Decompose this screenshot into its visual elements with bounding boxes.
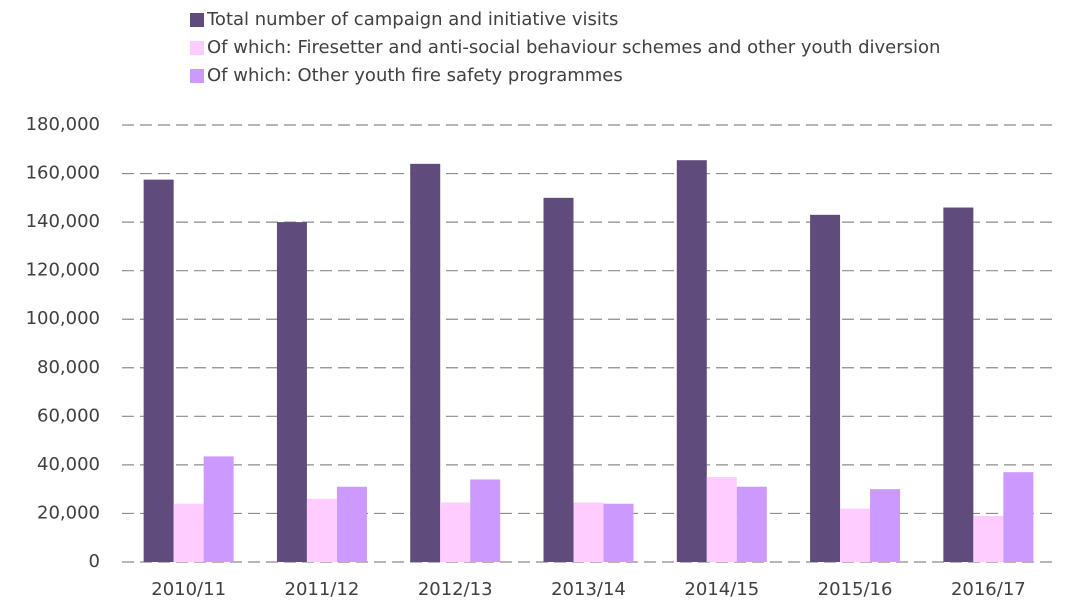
y-tick-label: 20,000 [37, 502, 100, 523]
bar [336, 486, 367, 562]
x-tick-label: 2016/17 [951, 579, 1026, 600]
legend-swatch [190, 13, 204, 27]
bar [203, 456, 234, 562]
bar [1003, 472, 1034, 562]
legend-label: Of which: Other youth fire safety progra… [207, 65, 623, 86]
y-tick-label: 120,000 [26, 260, 100, 281]
bar [943, 207, 974, 563]
bar [573, 502, 604, 562]
bar [173, 503, 204, 562]
bar [410, 163, 441, 562]
x-tick-label: 2015/16 [818, 579, 893, 600]
y-tick-label: 0 [89, 551, 100, 572]
bar [470, 479, 501, 562]
bar [440, 502, 471, 562]
y-tick-label: 140,000 [26, 211, 100, 232]
bar [543, 197, 574, 563]
x-tick-label: 2010/11 [151, 579, 226, 600]
x-tick-label: 2014/15 [684, 579, 759, 600]
legend-label: Total number of campaign and initiative … [206, 9, 618, 30]
bar [143, 179, 174, 562]
legend-swatch [190, 41, 204, 55]
bar [736, 486, 767, 562]
bar [706, 477, 737, 562]
y-tick-label: 160,000 [26, 163, 100, 184]
bar [870, 489, 901, 562]
bar [840, 508, 871, 562]
bar [810, 214, 841, 563]
y-tick-label: 80,000 [37, 357, 100, 378]
x-tick-label: 2012/13 [418, 579, 493, 600]
legend-swatch [190, 69, 204, 83]
y-tick-label: 100,000 [26, 308, 100, 329]
y-tick-label: 180,000 [26, 114, 100, 135]
x-tick-label: 2011/12 [285, 579, 360, 600]
x-tick-label: 2013/14 [551, 579, 626, 600]
bar [603, 503, 634, 562]
bar [306, 498, 337, 562]
legend-label: Of which: Firesetter and anti-social beh… [207, 37, 940, 58]
y-tick-label: 60,000 [37, 405, 100, 426]
y-tick-label: 40,000 [37, 454, 100, 475]
bar [676, 160, 707, 563]
bar [276, 222, 307, 562]
bar [973, 515, 1004, 562]
